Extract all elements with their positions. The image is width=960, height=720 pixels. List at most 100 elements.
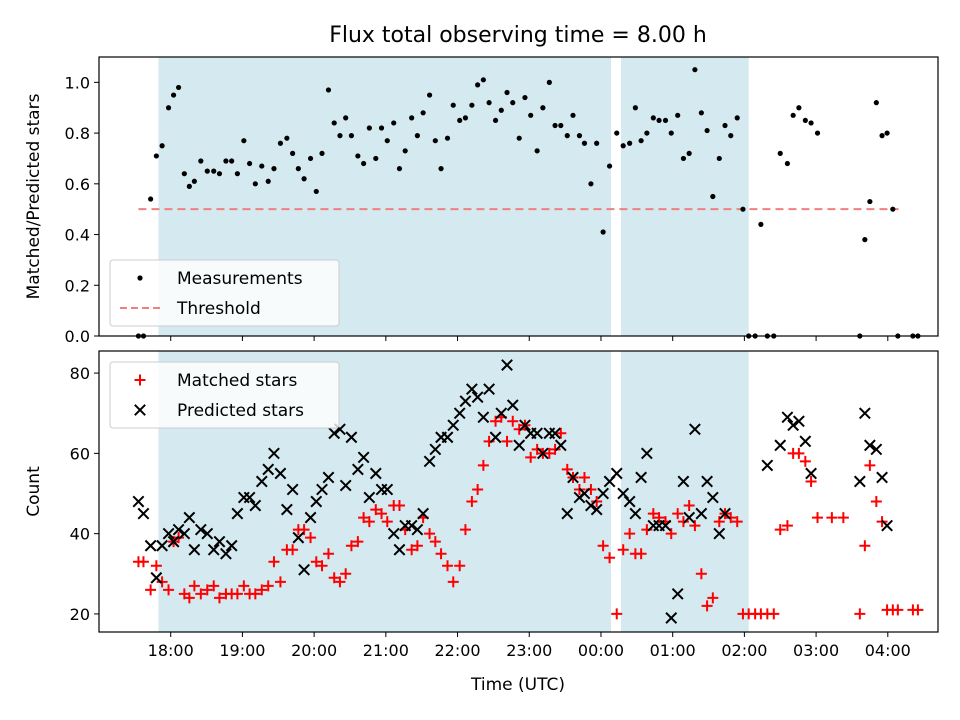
data-point (465, 383, 478, 396)
data-point (229, 158, 235, 164)
data-point (378, 125, 385, 131)
data-point (292, 531, 305, 544)
data-point (740, 206, 746, 212)
data-point (195, 588, 207, 600)
data-point (777, 150, 783, 156)
data-point (480, 77, 486, 83)
data-point (441, 431, 454, 444)
data-point (558, 122, 564, 129)
data-point (295, 166, 301, 172)
data-point (420, 110, 426, 116)
y-tick-label: 0.8 (65, 124, 90, 143)
data-point (854, 608, 866, 620)
y-tick-label: 0.2 (65, 276, 90, 295)
data-point (426, 92, 433, 98)
data-point (357, 451, 370, 464)
data-point (725, 512, 737, 524)
data-point (328, 572, 340, 584)
data-point (183, 592, 195, 604)
data-point (531, 443, 543, 455)
data-point (165, 105, 172, 111)
data-point (859, 540, 871, 552)
data-point (287, 544, 299, 556)
data-point (348, 133, 355, 139)
data-point (692, 67, 698, 73)
data-point (469, 102, 475, 108)
data-point (268, 447, 280, 460)
data-point (204, 168, 210, 174)
data-point (137, 507, 150, 520)
data-point (175, 84, 182, 91)
data-point (304, 511, 317, 524)
data-point (241, 138, 247, 144)
data-point (528, 112, 534, 118)
y-tick-label: 0.6 (65, 175, 90, 194)
data-point (153, 153, 159, 159)
data-point (597, 487, 610, 500)
data-point (231, 507, 244, 520)
data-point (137, 556, 149, 568)
data-point (814, 130, 821, 136)
data-point (409, 115, 415, 121)
data-point (519, 419, 531, 432)
data-point (787, 419, 800, 432)
data-point (784, 160, 791, 167)
y-axis-label: Matched/Predicted stars (24, 93, 44, 299)
data-point (722, 122, 728, 129)
data-point (414, 133, 420, 139)
data-point (761, 459, 774, 472)
data-point (635, 471, 648, 484)
data-point (590, 503, 603, 516)
data-point (432, 138, 438, 144)
data-point (731, 516, 743, 528)
data-point (213, 535, 226, 548)
data-point (447, 576, 459, 588)
y-axis-label: Count (24, 466, 44, 517)
x-tick-label: 00:00 (578, 641, 624, 660)
data-point (274, 576, 286, 588)
data-point (534, 148, 540, 154)
data-point (701, 600, 713, 612)
data-point (581, 140, 588, 146)
data-point (373, 155, 379, 162)
data-point (301, 176, 307, 182)
data-point (188, 543, 201, 556)
y-tick-label: 40 (70, 525, 90, 544)
data-point (695, 507, 708, 520)
data-point (716, 155, 722, 162)
data-point (510, 100, 516, 106)
data-point (457, 117, 463, 124)
data-point (459, 395, 472, 408)
data-point (591, 496, 603, 508)
data-point (629, 507, 642, 520)
data-point (768, 608, 780, 620)
data-point (411, 540, 423, 552)
data-point (249, 499, 262, 512)
data-point (504, 89, 510, 96)
data-point (246, 160, 253, 167)
data-point (387, 527, 400, 540)
data-point (536, 447, 549, 460)
data-point (167, 535, 180, 548)
data-point (680, 155, 687, 162)
data-point (438, 166, 444, 172)
data-point (501, 359, 513, 371)
data-point (188, 580, 200, 592)
data-point (340, 568, 352, 580)
data-point (710, 193, 716, 200)
data-point (396, 166, 403, 172)
data-point (453, 407, 466, 420)
data-point (316, 560, 328, 572)
data-point (150, 571, 163, 584)
data-point (183, 511, 196, 524)
data-point (150, 560, 162, 572)
y-tick-label: 60 (70, 444, 90, 463)
data-point (892, 604, 904, 616)
data-point (774, 439, 787, 452)
data-point (370, 504, 382, 516)
data-point (873, 100, 879, 106)
data-point (644, 130, 650, 136)
data-point (363, 491, 376, 504)
data-point (507, 415, 519, 427)
data-point (231, 588, 243, 600)
